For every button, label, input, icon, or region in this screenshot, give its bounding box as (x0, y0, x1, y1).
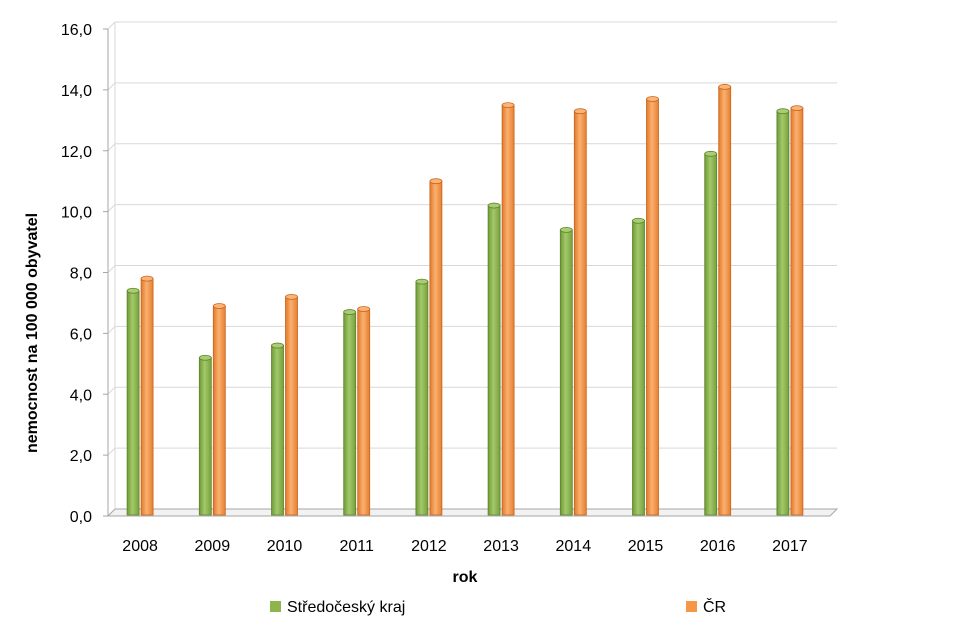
bar-cr-2008 (140, 275, 154, 516)
gridline-side (107, 21, 116, 30)
bar-stredocesky-kraj-2011 (343, 309, 357, 516)
bar-stredocesky-kraj-2015 (632, 217, 645, 516)
y-tick-label: 2,0 (70, 448, 92, 465)
bar-stredocesky-kraj-2014 (559, 226, 573, 516)
gridline-side (107, 82, 116, 91)
x-tick-label: 2013 (483, 538, 519, 555)
x-tick-label: 2015 (628, 538, 664, 555)
bar-cr-2010 (285, 293, 298, 516)
bar-stredocesky-kraj-2008 (126, 287, 140, 516)
bar-cr-2014 (573, 108, 587, 516)
legend-item-stredocesky-kraj: Středočeský kraj (270, 599, 405, 616)
x-tick-label: 2010 (267, 538, 303, 555)
axis-labels: 0,0 2,0 4,0 6,0 8,0 10,0 12,0 14,0 16,0 2008 2009 2… (61, 22, 808, 555)
gridline-side (107, 447, 116, 456)
x-tick-label: 2016 (700, 538, 736, 555)
x-tick-label: 2008 (122, 538, 158, 555)
legend-label: Středočeský kraj (287, 599, 405, 616)
legend: Středočeský kraj ČR (270, 597, 726, 616)
bar-stredocesky-kraj-2010 (271, 342, 284, 516)
y-tick-label: 12,0 (61, 144, 92, 161)
gridline-side (107, 386, 116, 395)
x-tick-label: 2011 (339, 538, 374, 555)
bar-stredocesky-kraj-2017 (776, 108, 790, 516)
x-tick-label: 2014 (556, 538, 592, 555)
x-tick-label: 2012 (411, 538, 447, 555)
bar-cr-2009 (212, 303, 226, 516)
y-tick-label: 16,0 (61, 22, 92, 39)
legend-item-cr: ČR (686, 597, 726, 616)
x-axis-title: rok (453, 569, 478, 586)
y-axis-title: nemocnost na 100 000 obyvatel (24, 213, 41, 453)
bar-stredocesky-kraj-2009 (198, 354, 212, 516)
y-tick-label: 14,0 (61, 83, 92, 100)
y-tick-label: 6,0 (70, 326, 92, 343)
gridline-side (107, 204, 116, 212)
bar-cr-2011 (357, 306, 371, 516)
legend-label: ČR (703, 597, 726, 616)
y-tick-label: 10,0 (61, 205, 92, 222)
y-tick-label: 0,0 (70, 509, 92, 526)
legend-swatch (270, 601, 281, 612)
legend-swatch (686, 601, 697, 612)
gridline-side (107, 143, 116, 152)
bar-cr-2012 (429, 178, 443, 516)
bar-stredocesky-kraj-2016 (704, 150, 718, 516)
bars (126, 83, 804, 516)
bar-cr-2017 (790, 105, 804, 516)
gridline-side (107, 326, 116, 334)
y-tick-label: 8,0 (70, 266, 92, 283)
bar-stredocesky-kraj-2013 (487, 202, 501, 516)
y-tick-label: 4,0 (70, 387, 92, 404)
x-tick-label: 2009 (195, 538, 231, 555)
bar-cr-2013 (501, 102, 515, 516)
bar-stredocesky-kraj-2012 (415, 278, 429, 516)
bar-cr-2016 (718, 83, 732, 516)
gridline-side (107, 265, 116, 273)
x-tick-label: 2017 (772, 538, 808, 555)
bar-cr-2015 (646, 96, 659, 516)
